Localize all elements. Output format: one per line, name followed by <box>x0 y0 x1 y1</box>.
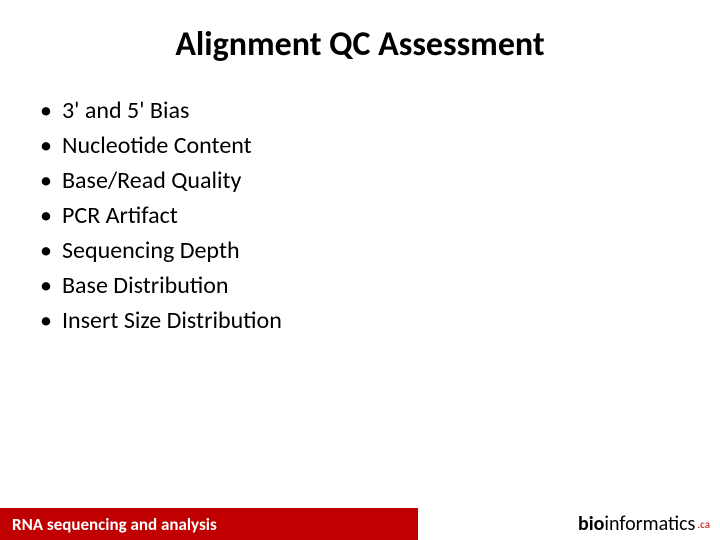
bullet-item: Sequencing Depth <box>40 236 282 265</box>
bullet-item: Insert Size Distribution <box>40 306 282 335</box>
bullet-list: 3' and 5' Bias Nucleotide Content Base/R… <box>40 96 282 341</box>
slide: Alignment QC Assessment 3' and 5' Bias N… <box>0 0 720 540</box>
bullet-item: PCR Artifact <box>40 201 282 230</box>
logo-ca-text: .ca <box>697 518 710 531</box>
slide-title: Alignment QC Assessment <box>0 24 720 65</box>
bullet-item: Base/Read Quality <box>40 166 282 195</box>
footer-left-label: RNA sequencing and analysis <box>0 508 418 540</box>
bullet-item: Base Distribution <box>40 271 282 300</box>
bullet-item: 3' and 5' Bias <box>40 96 282 125</box>
footer-logo: bioinformatics.ca <box>418 508 720 540</box>
logo-bio-text: bio <box>578 512 604 536</box>
footer: RNA sequencing and analysis bioinformati… <box>0 508 720 540</box>
logo-informatics-text: informatics <box>604 512 695 536</box>
bullet-item: Nucleotide Content <box>40 131 282 160</box>
